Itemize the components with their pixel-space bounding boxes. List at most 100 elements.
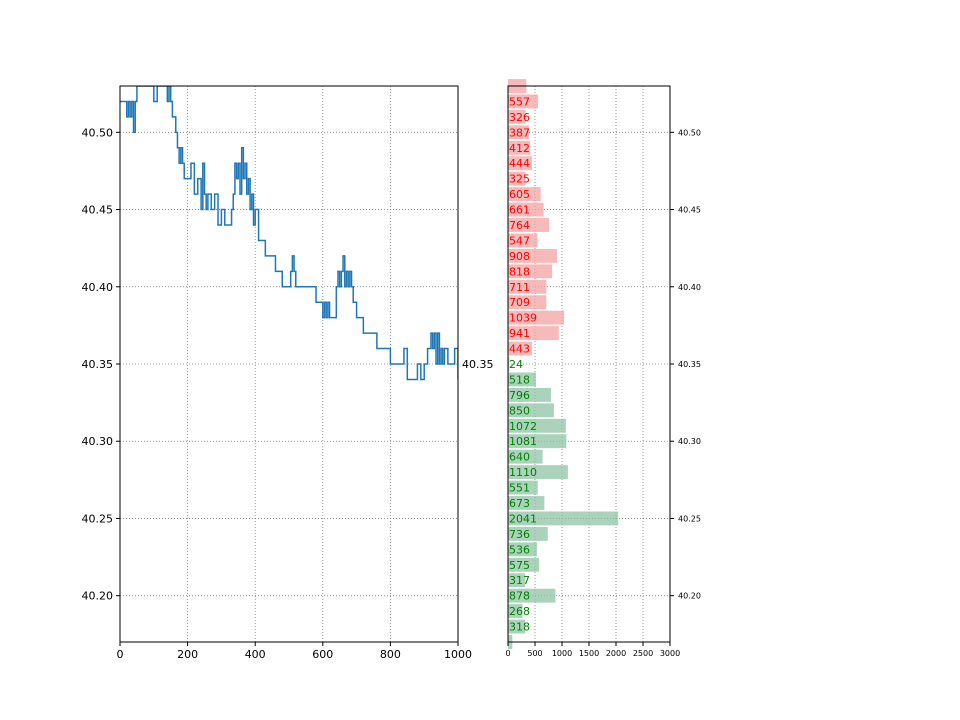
- bid-bar: [508, 511, 619, 526]
- book-y-tick-label: 40.20: [678, 592, 701, 601]
- ask-volume-label: 1039: [509, 312, 537, 325]
- price-y-tick-label: 40.45: [82, 204, 114, 217]
- bid-volume-label: 673: [509, 497, 530, 510]
- ask-volume-label: 326: [509, 111, 530, 124]
- ask-volume-label: 325: [509, 173, 530, 186]
- book-x-tick-label: 500: [527, 649, 542, 658]
- bid-bar: [508, 604, 523, 619]
- price-x-tick-label: 400: [245, 648, 266, 661]
- price-x-tick-label: 800: [380, 648, 401, 661]
- price-x-tick-label: 200: [177, 648, 198, 661]
- bid-bar: [508, 418, 566, 433]
- bid-volume-label: 2041: [509, 512, 537, 525]
- bid-bar: [508, 619, 526, 634]
- ask-bar: [508, 279, 547, 294]
- bid-volume-label: 1110: [509, 466, 537, 479]
- book-y-tick-label: 40.35: [678, 360, 701, 369]
- ask-volume-label: 709: [509, 296, 530, 309]
- bid-bar: [508, 357, 510, 371]
- bid-bar: [508, 465, 568, 480]
- bid-bar: [508, 387, 551, 402]
- bid-bar: [508, 496, 545, 510]
- bid-volume-label: 551: [509, 482, 530, 495]
- ask-volume-label: 387: [509, 126, 530, 139]
- book-y-tick-label: 40.40: [678, 283, 701, 292]
- bid-bar: [508, 480, 538, 495]
- ask-volume-label: 444: [509, 157, 530, 170]
- ask-bar: [508, 156, 532, 171]
- price-y-tick-label: 40.20: [82, 590, 114, 603]
- ask-bar: [508, 295, 547, 310]
- order-book-bars: [508, 79, 619, 649]
- ask-bar: [508, 171, 526, 186]
- ask-volume-label: 661: [509, 204, 530, 217]
- ask-volume-label: 547: [509, 234, 530, 247]
- ask-volume-label: 764: [509, 219, 530, 232]
- last-price-label: 40.35: [462, 358, 494, 371]
- ask-volume-label: 908: [509, 250, 530, 263]
- bid-bar: [508, 434, 567, 449]
- bid-bar: [508, 573, 526, 588]
- order-book-labels: 557 326 387 412 444 325 605 661 764 547 908 818 711 7…: [509, 95, 537, 633]
- price-y-tick-label: 40.40: [82, 281, 114, 294]
- price-line-chart: 0 200 400 600 800 1000 40.2040.2540.3040.3540…: [82, 85, 494, 661]
- order-book-chart: 557 326 387 412 444 325 605 661 764 547 908 818 711 7…: [505, 79, 701, 658]
- ask-bar: [508, 125, 529, 140]
- book-y-tick-label: 40.25: [678, 514, 701, 523]
- ask-volume-label: 443: [509, 343, 530, 356]
- ask-bar: [508, 187, 541, 202]
- bid-bar: [508, 588, 556, 603]
- bid-bar: [508, 526, 548, 541]
- price-y-tick-label: 40.30: [82, 435, 114, 448]
- price-x-tick-label: 1000: [444, 648, 472, 661]
- order-book-x-axis: 0 500 1000 1500 2000 2500 3000: [505, 642, 680, 658]
- ask-volume-label: 711: [509, 281, 530, 294]
- book-x-tick-label: 1000: [552, 649, 572, 658]
- book-x-tick-label: 2500: [633, 649, 653, 658]
- ask-volume-label: 818: [509, 265, 530, 278]
- ask-bar: [508, 233, 538, 248]
- bid-volume-label: 1081: [509, 435, 537, 448]
- bid-bar: [508, 557, 540, 572]
- ask-bar: [508, 326, 559, 341]
- bid-volume-label: 878: [509, 590, 530, 603]
- ask-volume-label: 412: [509, 142, 530, 155]
- ask-bar: [508, 341, 532, 356]
- ask-bar: [508, 140, 531, 155]
- ask-bar: [508, 248, 558, 263]
- price-chart-y-axis: 40.20 40.25 40.30 40.35 40.40 40.45 40.50: [82, 126, 120, 603]
- bid-volume-label: 796: [509, 389, 530, 402]
- ask-bar: [508, 202, 544, 217]
- ask-volume-label: 941: [509, 327, 530, 340]
- bid-bar: [508, 372, 536, 387]
- price-chart-x-axis: 0 200 400 600 800 1000: [117, 642, 472, 661]
- ask-volume-label: 605: [509, 188, 530, 201]
- ask-bar: [508, 109, 526, 124]
- book-y-tick-label: 40.50: [678, 128, 701, 137]
- bid-volume-label: 640: [509, 451, 530, 464]
- bid-volume-label: 268: [509, 605, 530, 618]
- bid-bar: [508, 449, 543, 464]
- ask-bar: [508, 94, 539, 109]
- bid-volume-label: 575: [509, 559, 530, 572]
- bid-volume-label: 536: [509, 543, 530, 556]
- book-x-tick-label: 3000: [660, 649, 680, 658]
- price-y-tick-label: 40.25: [82, 512, 114, 525]
- bid-bar: [508, 403, 554, 418]
- book-x-tick-label: 0: [505, 649, 510, 658]
- bid-volume-label: 317: [509, 574, 530, 587]
- price-series: [120, 86, 458, 381]
- price-line: [120, 86, 458, 381]
- bid-volume-label: 1072: [509, 420, 537, 433]
- bid-volume-label: 736: [509, 528, 530, 541]
- bid-volume-label: 24: [509, 358, 523, 371]
- ask-bar: [508, 218, 550, 232]
- ask-bar: [508, 264, 553, 279]
- book-y-tick-label: 40.45: [678, 206, 701, 215]
- price-y-tick-label: 40.50: [82, 126, 114, 139]
- ask-volume-label: 557: [509, 95, 530, 108]
- book-y-tick-label: 40.30: [678, 437, 701, 446]
- book-x-tick-label: 1500: [579, 649, 599, 658]
